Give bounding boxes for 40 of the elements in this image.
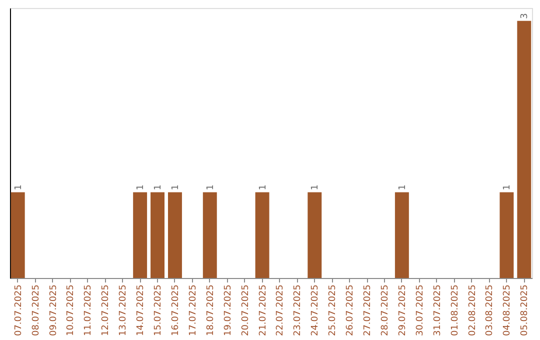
x-tick-label: 18.07.2025: [206, 284, 216, 336]
x-tick-label: 07.07.2025: [14, 284, 24, 336]
x-tick-label: 02.08.2025: [468, 284, 478, 336]
x-tick-label: 04.08.2025: [502, 284, 513, 336]
x-tick-label: 08.07.2025: [31, 284, 42, 336]
x-tick-label: 29.07.2025: [398, 284, 408, 336]
x-tick-label: 09.07.2025: [48, 284, 59, 336]
x-tick-label: 01.08.2025: [450, 284, 460, 336]
x-tick-label: 05.08.2025: [520, 284, 530, 336]
data-label: 1: [258, 184, 268, 190]
x-tick-label: 13.07.2025: [118, 284, 129, 336]
data-label: 1: [206, 184, 216, 190]
x-tick-label: 17.07.2025: [188, 284, 198, 336]
data-label: 1: [170, 184, 181, 190]
x-tick-label: 30.07.2025: [415, 284, 426, 336]
data-label: 1: [136, 184, 146, 190]
x-tick-label: 22.07.2025: [276, 284, 286, 336]
x-tick-label: 14.07.2025: [136, 284, 146, 336]
x-tick-label: 25.07.2025: [328, 284, 338, 336]
x-tick-label: 15.07.2025: [154, 284, 164, 336]
data-label: 1: [502, 184, 513, 190]
x-tick-label: 27.07.2025: [363, 284, 374, 336]
x-tick-label: 23.07.2025: [293, 284, 304, 336]
x-tick-label: 12.07.2025: [101, 284, 112, 336]
x-tick-label: 20.07.2025: [240, 284, 251, 336]
data-label: 3: [520, 13, 530, 19]
x-tick-label: 26.07.2025: [346, 284, 356, 336]
x-tick-label: 31.07.2025: [432, 284, 443, 336]
data-label: 1: [398, 184, 408, 190]
x-tick-label: 24.07.2025: [310, 284, 321, 336]
x-tick-label: 28.07.2025: [380, 284, 390, 336]
x-tick-label: 21.07.2025: [258, 284, 268, 336]
x-tick-label: 03.08.2025: [485, 284, 496, 336]
data-label: 1: [154, 184, 164, 190]
x-tick-label: 11.07.2025: [84, 284, 94, 336]
data-label: 1: [310, 184, 321, 190]
data-label: 1: [14, 184, 24, 190]
x-tick-label: 16.07.2025: [170, 284, 181, 336]
x-tick-label: 19.07.2025: [223, 284, 234, 336]
x-tick-label: 10.07.2025: [66, 284, 76, 336]
